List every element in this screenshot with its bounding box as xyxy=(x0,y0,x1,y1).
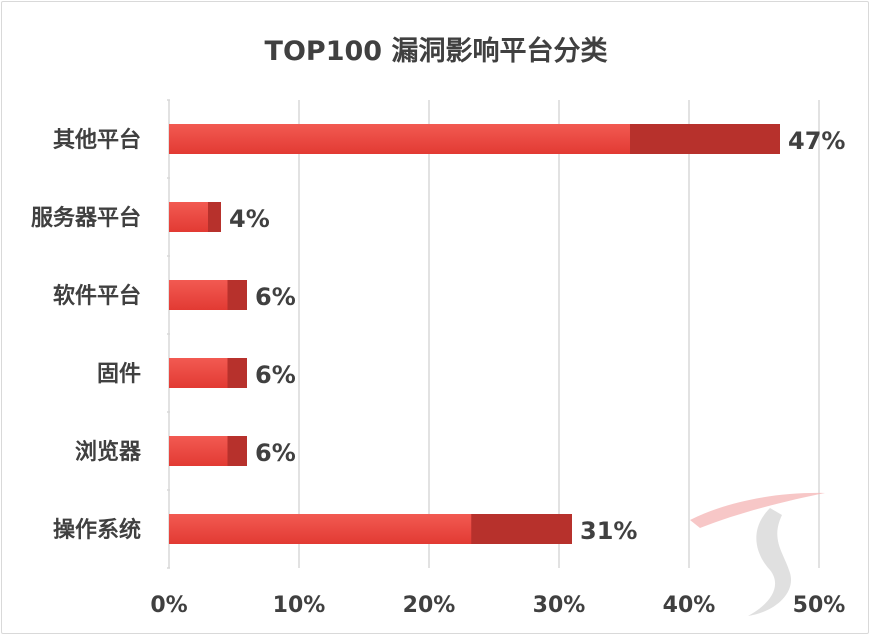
category-label: 其他平台 xyxy=(53,127,141,153)
x-tick-label: 10% xyxy=(273,593,326,618)
labels: 0% 10% 20% 30% 40% 50% 其他平台 47% 服务器平台 4% 软件平台 6% 固件 6… xyxy=(31,127,845,618)
category-label: 操作系统 xyxy=(53,517,141,543)
value-label: 4% xyxy=(229,205,270,233)
x-tick-label: 50% xyxy=(793,593,846,618)
bars xyxy=(169,124,780,544)
bar-end-shade xyxy=(471,514,572,544)
bar-end-shade xyxy=(208,202,221,232)
value-label: 6% xyxy=(255,361,296,389)
watermark-logo xyxy=(690,492,825,616)
value-label: 31% xyxy=(580,517,637,545)
x-tick-label: 0% xyxy=(150,593,187,618)
category-label: 固件 xyxy=(97,362,141,387)
category-label: 浏览器 xyxy=(75,439,142,465)
value-label: 47% xyxy=(788,127,845,155)
bar-end-shade xyxy=(227,436,247,466)
bar-end-shade xyxy=(227,358,247,388)
x-tick-label: 40% xyxy=(663,593,716,618)
x-tick-label: 20% xyxy=(403,593,456,618)
x-tick-label: 30% xyxy=(533,593,586,618)
category-label: 服务器平台 xyxy=(31,205,141,231)
bar-end-shade xyxy=(227,280,247,310)
value-label: 6% xyxy=(255,439,296,467)
category-label: 软件平台 xyxy=(53,283,141,309)
chart-title: TOP100 漏洞影响平台分类 xyxy=(265,35,608,67)
grid-lines xyxy=(167,99,820,569)
value-label: 6% xyxy=(255,283,296,311)
bar-end-shade xyxy=(630,124,780,154)
